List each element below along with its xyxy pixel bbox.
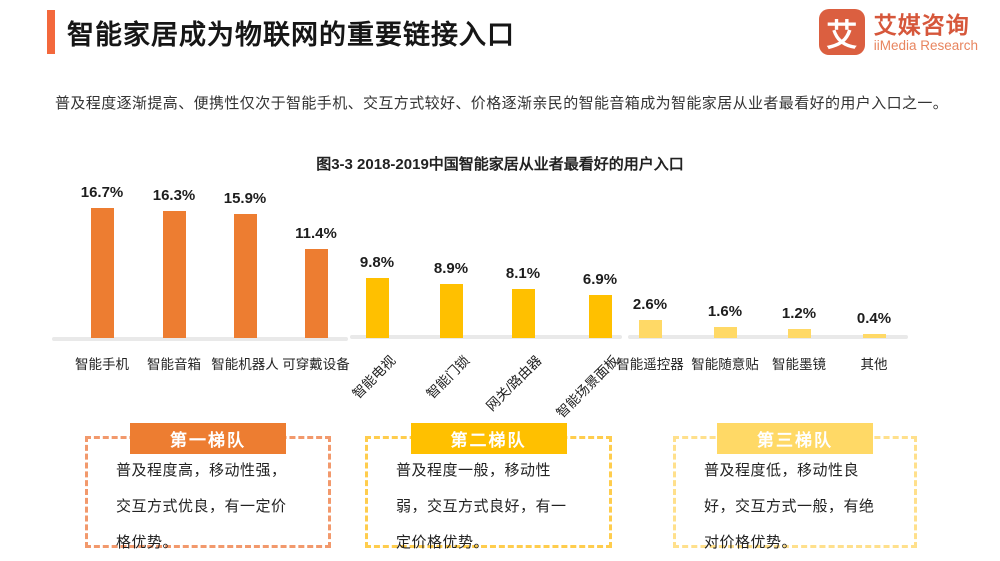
bar bbox=[787, 329, 811, 338]
bar-category-label: 智能音箱 bbox=[147, 357, 201, 372]
bar-value-label: 0.4% bbox=[856, 310, 892, 327]
tier-box-1: 第一梯队 普及程度高，移动性强，交互方式优良，有一定价格优势。 bbox=[85, 423, 331, 551]
chart-baseline bbox=[628, 335, 908, 339]
bar bbox=[713, 327, 737, 338]
tier-2-header: 第二梯队 bbox=[410, 423, 567, 454]
bar-category-label: 可穿戴设备 bbox=[282, 357, 350, 372]
bar bbox=[304, 249, 328, 338]
title-accent-bar bbox=[47, 10, 55, 54]
bar bbox=[162, 211, 186, 338]
bar-value-label: 9.8% bbox=[359, 254, 395, 271]
chart-title: 图3-3 2018-2019中国智能家居从业者最看好的用户入口 bbox=[316, 156, 684, 173]
bar-value-label: 1.6% bbox=[707, 303, 743, 320]
bar-value-label: 8.9% bbox=[433, 260, 469, 277]
bar-value-label: 11.4% bbox=[295, 225, 337, 242]
imedia-logo-icon: 艾 bbox=[818, 9, 865, 55]
bar bbox=[588, 295, 612, 338]
bar-value-label: 15.9% bbox=[223, 190, 267, 207]
tier-box-3: 第三梯队 普及程度低，移动性良好，交互方式一般，有绝对价格优势。 bbox=[673, 423, 917, 551]
page-title: 智能家居成为物联网的重要链接入口 bbox=[67, 19, 515, 50]
bar bbox=[862, 334, 886, 338]
tier-1-header: 第一梯队 bbox=[130, 423, 286, 454]
bar-category-label: 智能遥控器 bbox=[616, 357, 684, 372]
tier-3-header: 第三梯队 bbox=[717, 423, 873, 454]
bar-value-label: 6.9% bbox=[582, 271, 618, 288]
bar-category-label: 智能手机 bbox=[75, 357, 129, 372]
bar-value-label: 8.1% bbox=[505, 265, 541, 282]
bar-value-label: 1.2% bbox=[781, 305, 817, 322]
imedia-logo: 艾 艾媒咨询 iiMedia Research bbox=[818, 9, 978, 55]
bar-category-label: 智能墨镜 bbox=[772, 357, 826, 372]
bar-value-label: 16.7% bbox=[80, 184, 124, 201]
bar-chart-plot-area: 16.7% 智能手机 16.3% 智能音箱 15.9% 智能机器人 11.4% 可穿戴设备 9.… bbox=[0, 180, 1000, 430]
tier-2-description: 普及程度一般，移动性弱，交互方式良好，有一定价格优势。 bbox=[396, 462, 567, 551]
bar bbox=[511, 289, 535, 338]
bar-category-label: 其他 bbox=[860, 357, 888, 372]
tier-1-description: 普及程度高，移动性强，交互方式优良，有一定价格优势。 bbox=[116, 462, 287, 551]
intro-paragraph: 普及程度逐渐提高、便携性仅次于智能手机、交互方式较好、价格逐渐亲民的智能音箱成为… bbox=[55, 95, 949, 112]
logo-text: 艾媒咨询 iiMedia Research bbox=[874, 12, 978, 53]
chart-baseline bbox=[52, 337, 348, 341]
bar bbox=[233, 214, 257, 338]
bar bbox=[90, 208, 114, 338]
chart-baseline bbox=[350, 335, 622, 339]
bar bbox=[638, 320, 662, 338]
bar-value-label: 2.6% bbox=[632, 296, 668, 313]
bar-category-label: 智能机器人 bbox=[211, 357, 279, 372]
slide-header: 智能家居成为物联网的重要链接入口 bbox=[47, 10, 515, 54]
tier-box-2: 第二梯队 普及程度一般，移动性弱，交互方式良好，有一定价格优势。 bbox=[365, 423, 612, 551]
bar bbox=[439, 284, 463, 338]
bar-category-label: 智能随意贴 bbox=[691, 357, 759, 372]
logo-name-cn: 艾媒咨询 bbox=[873, 11, 970, 38]
logo-name-en: iiMedia Research bbox=[873, 37, 978, 53]
logo-glyph: 艾 bbox=[826, 17, 858, 53]
tier-3-description: 普及程度低，移动性良好，交互方式一般，有绝对价格优势。 bbox=[704, 462, 875, 551]
bar bbox=[365, 278, 389, 338]
bar-value-label: 16.3% bbox=[152, 187, 196, 204]
